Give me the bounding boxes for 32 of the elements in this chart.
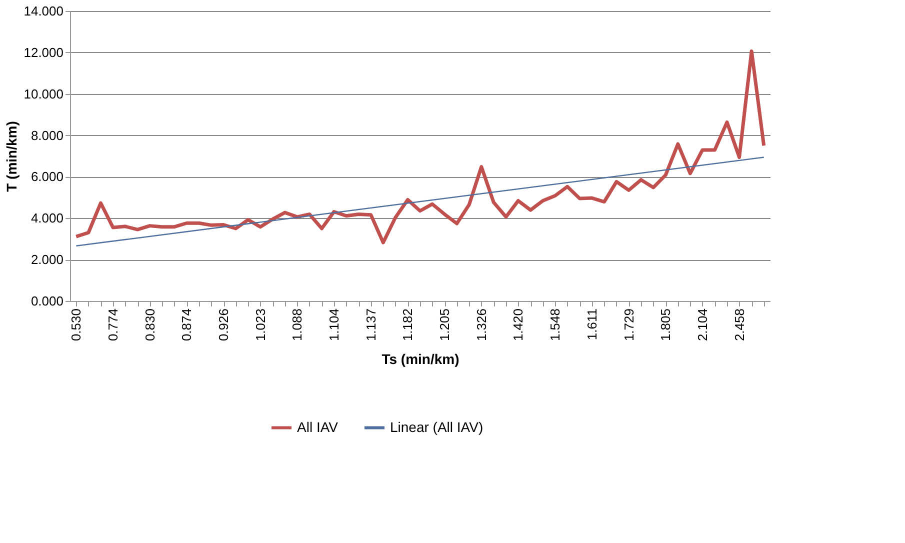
x-tick-label: 1.805 [658,308,674,342]
x-tick-label: 1.182 [400,308,416,342]
x-tick-label: 1.205 [437,308,452,342]
x-tick-label: 1.548 [548,308,563,342]
x-tick-label: 0.830 [142,308,158,342]
x-axis-title: Ts (min/km) [382,351,460,368]
x-tick-label: 0.774 [105,308,120,342]
x-tick-label: 0.530 [68,308,84,342]
y-axis-title: T (min/km) [4,121,20,192]
x-tick-label: 1.104 [326,308,342,342]
y-tick-label: 14.000 [24,4,64,18]
x-tick-label: 2.104 [694,308,710,342]
x-tick-label: 1.023 [252,308,268,342]
line-series [74,49,766,244]
x-tick-label: 1.088 [290,308,305,342]
x-tick-label: 1.729 [621,308,636,342]
x-tick-label: 1.611 [584,308,600,340]
x-tick-label: 0.926 [216,308,232,342]
x-tick-label: 1.326 [474,308,489,342]
y-tick-label: 2.000 [30,252,64,268]
x-tick-label: 1.420 [510,308,526,342]
x-tick-label: 1.137 [363,308,378,342]
x-tick-label: 0.874 [179,308,194,342]
y-tick-label: 0.000 [30,294,64,308]
x-tick-label: 2.458 [732,308,747,342]
y-tick-label: 12.000 [24,44,64,60]
legend-label: Linear (All IAV) [390,418,484,435]
legend-label: All IAV [297,418,339,435]
y-tick-label: 6.000 [30,169,64,184]
y-tick-label: 4.000 [30,210,64,226]
y-tick-label: 10.000 [24,86,64,102]
y-tick-label: 8.000 [30,128,64,143]
